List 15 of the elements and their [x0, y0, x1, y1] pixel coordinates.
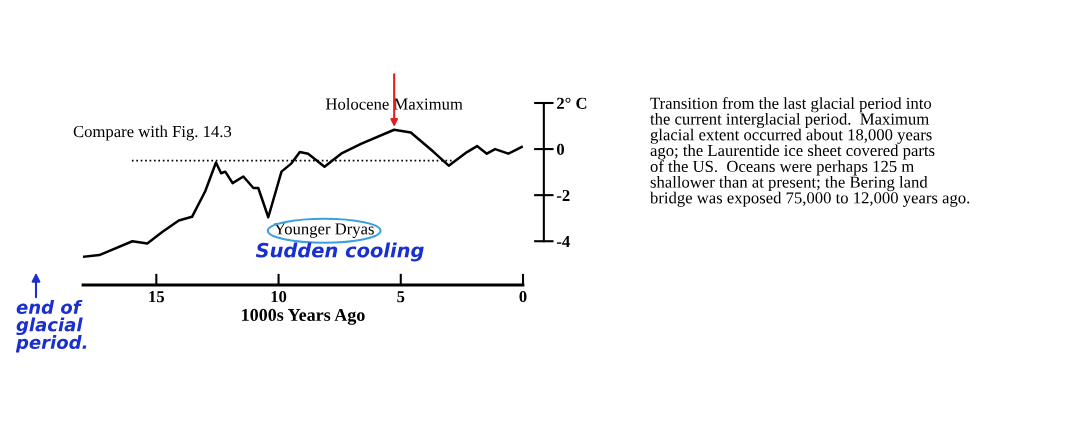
annotation: Sudden cooling: [255, 242, 424, 262]
y-tick-label: -4: [556, 236, 570, 248]
y-tick-label: 0: [556, 143, 565, 156]
x-tick-label: 5: [397, 291, 405, 303]
text: Transition from the last glacial period into the current interglacial period. Maximum glacial extent occurred about 18,000 years ago; the Laurentide ice sheet covered parts of the US. Oceans were perhaps 125 m shallower than at present; the Bering land bridge was exposed 75,000 to 12,000 years ago.: [650, 97, 970, 207]
x-axis-title: 1000s Years Ago: [242, 308, 365, 325]
x-tick-label: 0: [519, 291, 527, 303]
annotation: Compare with Fig. 14.3: [73, 125, 232, 141]
x-tick-label: 15: [149, 291, 165, 303]
x-tick-label: 10: [271, 291, 287, 303]
text: end of glacial period.: [15, 300, 87, 353]
annotation: Younger Dryas: [274, 223, 374, 238]
y-tick-label: -2: [556, 189, 570, 201]
annotation: Holocene Maximum: [325, 97, 463, 110]
y-tick-label: 2° C: [557, 97, 587, 109]
